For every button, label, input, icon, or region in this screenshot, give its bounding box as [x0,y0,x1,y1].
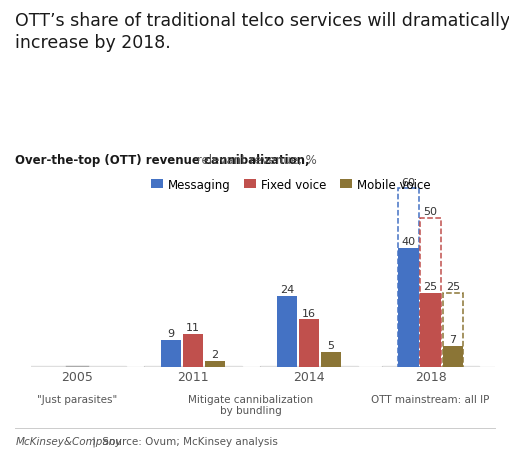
Bar [276,296,297,367]
Text: OTT mainstream: all IP: OTT mainstream: all IP [371,394,489,404]
Bar [442,347,462,367]
Text: "Just parasites": "Just parasites" [37,394,117,404]
Text: 25: 25 [422,281,437,291]
Text: 11: 11 [186,323,200,333]
Bar [160,341,181,367]
Text: OTT’s share of traditional telco services will dramatically
increase by 2018.: OTT’s share of traditional telco service… [15,11,509,52]
Text: McKinsey&Company: McKinsey&Company [15,436,122,446]
Bar [29,366,125,367]
Text: 5: 5 [327,341,334,351]
Bar [298,319,319,367]
Text: 16: 16 [301,308,316,318]
Text: Over-the-top (OTT) revenue cannibalization,: Over-the-top (OTT) revenue cannibalizati… [15,154,309,167]
Text: 50: 50 [423,207,437,217]
Text: |  Source: Ovum; McKinsey analysis: | Source: Ovum; McKinsey analysis [89,436,277,446]
Text: 60: 60 [401,177,415,187]
Bar [381,366,478,367]
Bar [398,189,418,367]
Bar [320,353,341,367]
Text: 24: 24 [279,284,294,294]
Legend: Messaging, Fixed voice, Mobile voice: Messaging, Fixed voice, Mobile voice [146,174,434,196]
Text: 9: 9 [167,329,174,339]
Bar [183,335,203,367]
Bar [442,293,462,367]
Text: 40: 40 [401,237,415,246]
Text: 2: 2 [211,349,218,359]
Text: 25: 25 [445,281,459,291]
Bar [205,361,225,367]
Bar [419,293,440,367]
Bar [144,366,241,367]
Text: 7: 7 [448,335,456,345]
Text: relevant revenue, %: relevant revenue, % [192,154,316,167]
Bar [260,366,357,367]
Text: Mitigate cannibalization
by bundling: Mitigate cannibalization by bundling [188,394,313,415]
Bar [419,218,440,367]
Bar [398,248,418,367]
